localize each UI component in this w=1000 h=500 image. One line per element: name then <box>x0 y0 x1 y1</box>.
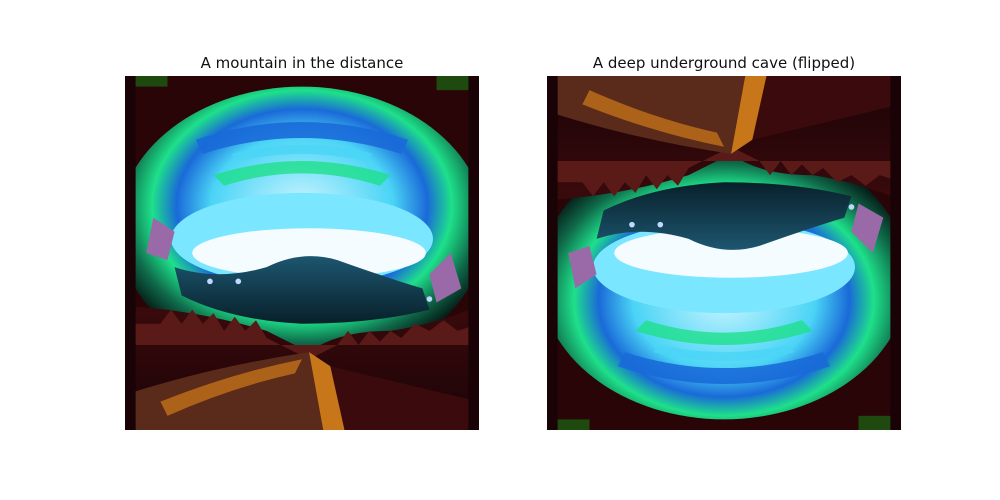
cave-mountain-art <box>125 76 479 430</box>
panel-title-cave: A deep underground cave (flipped) <box>592 54 856 72</box>
mountain-image <box>125 76 479 430</box>
panel-cave-flipped: A deep underground cave (flipped) <box>547 50 901 430</box>
cave-flipped-image <box>547 76 901 430</box>
cave-mountain-art-flipped <box>547 76 901 430</box>
panel-mountain: A mountain in the distance <box>125 50 479 430</box>
panel-title-mountain: A mountain in the distance <box>200 54 404 72</box>
